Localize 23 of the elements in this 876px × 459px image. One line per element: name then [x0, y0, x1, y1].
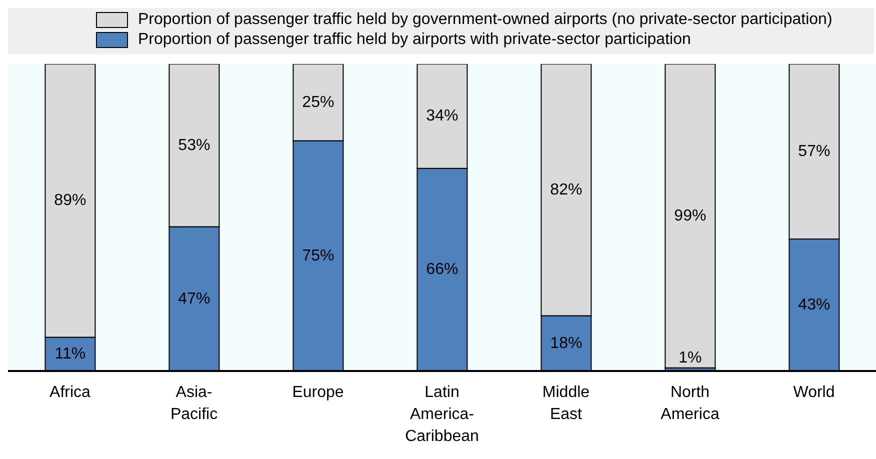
- x-tick-label: North America: [660, 384, 720, 423]
- x-tick-label: Africa: [50, 384, 91, 401]
- data-label: 75%: [302, 247, 334, 264]
- legend-label: Proportion of passenger traffic held by government-owned airports (no private-sector participation): [138, 11, 832, 29]
- data-label: 43%: [798, 296, 830, 314]
- x-tick-label: Europe: [292, 384, 344, 401]
- legend-label: Proportion of passenger traffic held by airports with private-sector participation: [138, 31, 691, 49]
- data-label: 25%: [302, 94, 334, 111]
- data-label: 66%: [426, 261, 458, 278]
- data-label: 99%: [674, 207, 706, 224]
- data-label: 57%: [798, 142, 830, 160]
- data-label: 34%: [426, 108, 458, 125]
- data-label: 18%: [550, 334, 582, 352]
- data-label: 47%: [178, 290, 210, 308]
- data-label: 82%: [550, 181, 582, 198]
- data-label: 1%: [678, 349, 702, 366]
- x-tick-label: Latin America-Caribbean: [405, 384, 479, 445]
- x-tick-label: Asia-Pacific: [170, 384, 218, 423]
- x-tick-label: World: [793, 384, 835, 401]
- x-tick-label: Middle East: [542, 384, 590, 423]
- data-label: 53%: [178, 136, 210, 154]
- data-label: 89%: [54, 192, 86, 210]
- data-label: 11%: [54, 346, 86, 363]
